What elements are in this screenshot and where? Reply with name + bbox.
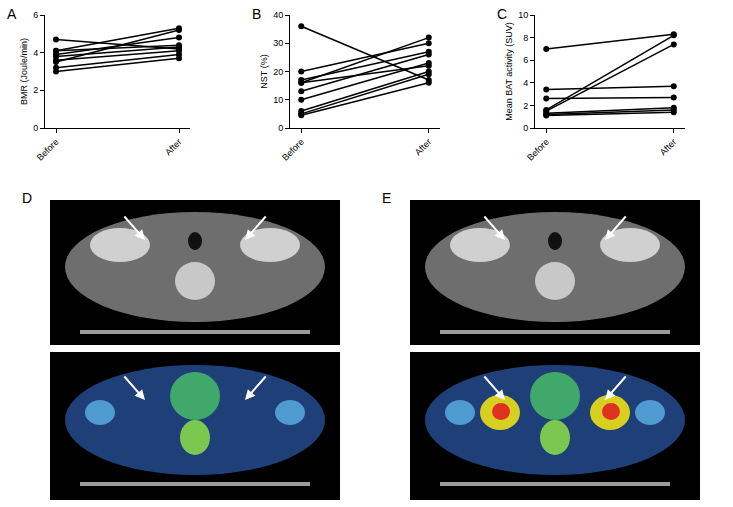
svg-text:0: 0	[278, 123, 283, 133]
svg-text:20: 20	[273, 67, 283, 77]
svg-text:8: 8	[523, 33, 528, 43]
svg-text:0: 0	[33, 123, 38, 133]
svg-text:After: After	[163, 137, 184, 158]
svg-text:A: A	[7, 6, 17, 22]
svg-text:Before: Before	[35, 137, 61, 163]
svg-text:E: E	[382, 190, 391, 206]
svg-text:30: 30	[273, 38, 283, 48]
svg-text:Mean BAT activity (SUV): Mean BAT activity (SUV)	[504, 22, 514, 121]
svg-text:Before: Before	[525, 137, 551, 163]
svg-text:6: 6	[523, 55, 528, 65]
svg-text:NST (%): NST (%)	[259, 54, 269, 88]
svg-text:6: 6	[33, 10, 38, 20]
svg-text:4: 4	[33, 48, 38, 58]
svg-text:10: 10	[518, 10, 528, 20]
svg-text:C: C	[497, 6, 507, 22]
svg-text:Before: Before	[280, 137, 306, 163]
svg-text:0: 0	[523, 123, 528, 133]
svg-text:2: 2	[33, 85, 38, 95]
svg-text:After: After	[658, 137, 679, 158]
svg-text:BMR (Joule/min): BMR (Joule/min)	[19, 38, 29, 105]
svg-text:D: D	[22, 190, 32, 206]
svg-text:10: 10	[273, 95, 283, 105]
svg-text:B: B	[252, 6, 261, 22]
svg-text:4: 4	[523, 78, 528, 88]
svg-text:After: After	[413, 137, 434, 158]
svg-text:2: 2	[523, 101, 528, 111]
svg-text:40: 40	[273, 10, 283, 20]
